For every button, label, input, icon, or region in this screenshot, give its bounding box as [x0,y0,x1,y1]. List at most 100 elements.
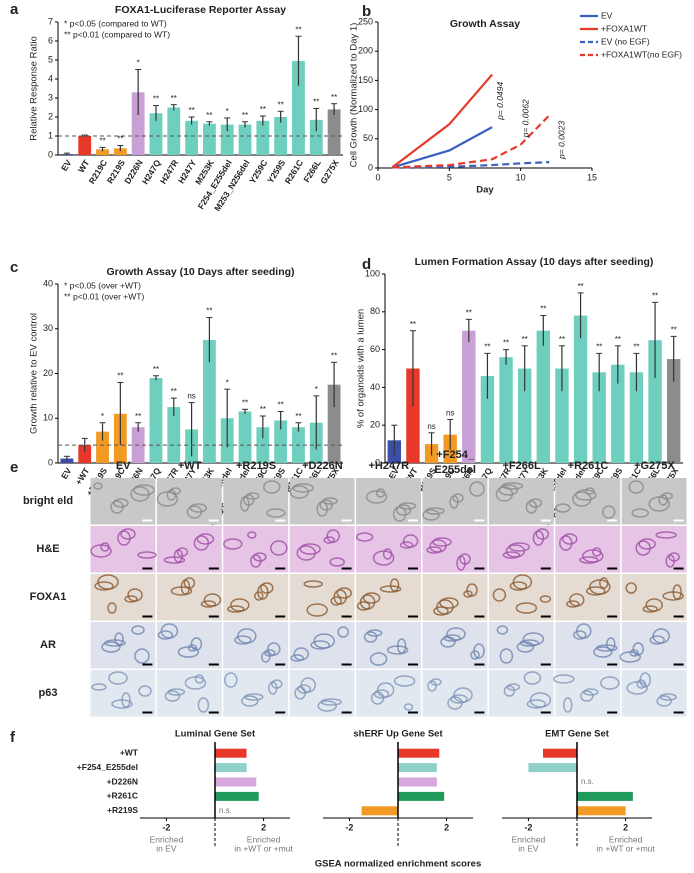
bar [292,60,305,156]
bar [398,748,440,758]
column-header: +G275X [634,460,675,472]
bar [167,407,181,463]
chart-title: Luminal Gene Set [175,729,256,740]
tissue-blob [553,674,575,684]
tissue-blob [532,530,545,546]
tissue-blob [289,485,309,499]
tissue-blob [498,484,519,496]
tissue-blob [638,538,656,550]
scale-bar [673,663,684,666]
tissue-blob [250,554,262,568]
tissue-blob [156,491,179,507]
x-tick-label: 2 [623,822,628,832]
y-tick-label: 4 [48,73,53,83]
bar [398,777,437,787]
bar [274,117,288,155]
scale-bar [341,519,352,522]
x-axis-label: Day [476,185,494,196]
scale-bar [408,615,418,618]
tissue-blob [626,681,648,695]
significance: ** [242,398,248,407]
tissue-blob [628,480,644,494]
tissue-blob [196,533,215,545]
tissue-blob [662,591,684,601]
tissue-blob [297,684,311,694]
bar [78,136,92,155]
scale-bar [540,663,551,666]
x-tick-label: -2 [162,822,170,832]
bar [96,431,109,463]
tissue-blob [270,540,288,556]
scale-bar [142,519,153,522]
tissue-blob [499,648,514,664]
micrograph [356,622,421,669]
significance: ** [540,305,546,314]
micrograph [488,478,554,525]
tissue-blob [261,651,271,663]
significance: ** [99,137,105,146]
tissue-blob [625,582,637,594]
category-label: +D226N [107,776,138,786]
x-axis-label: GSEA normalized enrichment scores [315,859,481,870]
x-tick-label: 10 [516,172,526,182]
bar [113,148,127,155]
y-tick-label: 10 [43,413,53,423]
column-header: +F266L [502,460,540,472]
significance: ** [153,95,159,104]
tissue-blob [496,625,509,635]
x-tick-label: 15 [587,172,597,182]
chart-title: Growth Assay (10 Days after seeding) [106,266,294,278]
category-label: +F254_E255del [77,762,138,772]
legend-label: EV (no EGF) [601,36,650,46]
y-tick-label: 60 [370,344,380,354]
tissue-blob [294,686,306,700]
scale-bar [540,519,551,522]
micrograph [90,574,156,621]
tissue-blob [559,535,573,551]
significance: ** [652,291,658,300]
tissue-blob [90,544,112,558]
significance: ** [260,105,266,114]
tissue-blob [170,586,193,596]
bar [327,109,341,155]
y-tick-label: 6 [48,35,53,45]
tissue-blob [263,480,281,494]
scale-bar [673,615,684,618]
micrograph [356,574,421,621]
x-tick-label: EV [59,158,74,173]
scale-bar [142,663,153,666]
tissue-blob [138,685,152,697]
y-axis-label: Growth relative to EV control [29,313,40,434]
bar [577,806,626,816]
y-axis-label: Relative Response Ratio [29,36,40,141]
tissue-blob [600,676,620,690]
scale-bar [208,519,219,522]
series-line [391,126,493,169]
bar [238,124,252,155]
y-tick-label: 7 [48,16,53,26]
p-value: p= 0.0023 [556,121,566,160]
scale-bar [275,663,286,666]
bar [406,368,420,463]
row-label: FOXA1 [30,591,67,603]
p-value: p= 0.0494 [495,82,505,121]
tissue-blob [241,695,259,707]
significance: ** [522,335,528,344]
column-header: +WT [178,460,202,472]
tissue-blob [395,504,412,516]
tissue-blob [131,625,145,635]
significance: ** [633,342,639,351]
tissue-blob [369,652,388,666]
bar [327,384,341,463]
tissue-blob [492,588,507,602]
tissue-blob [290,654,304,662]
micrograph [488,574,554,621]
bar [78,445,92,463]
scale-bar [275,519,286,522]
tissue-blob [523,671,542,685]
bar [629,372,644,463]
significance: ** [153,365,159,374]
tissue-blob [528,498,543,508]
scale-bar [208,663,219,666]
tissue-blob [447,696,463,710]
